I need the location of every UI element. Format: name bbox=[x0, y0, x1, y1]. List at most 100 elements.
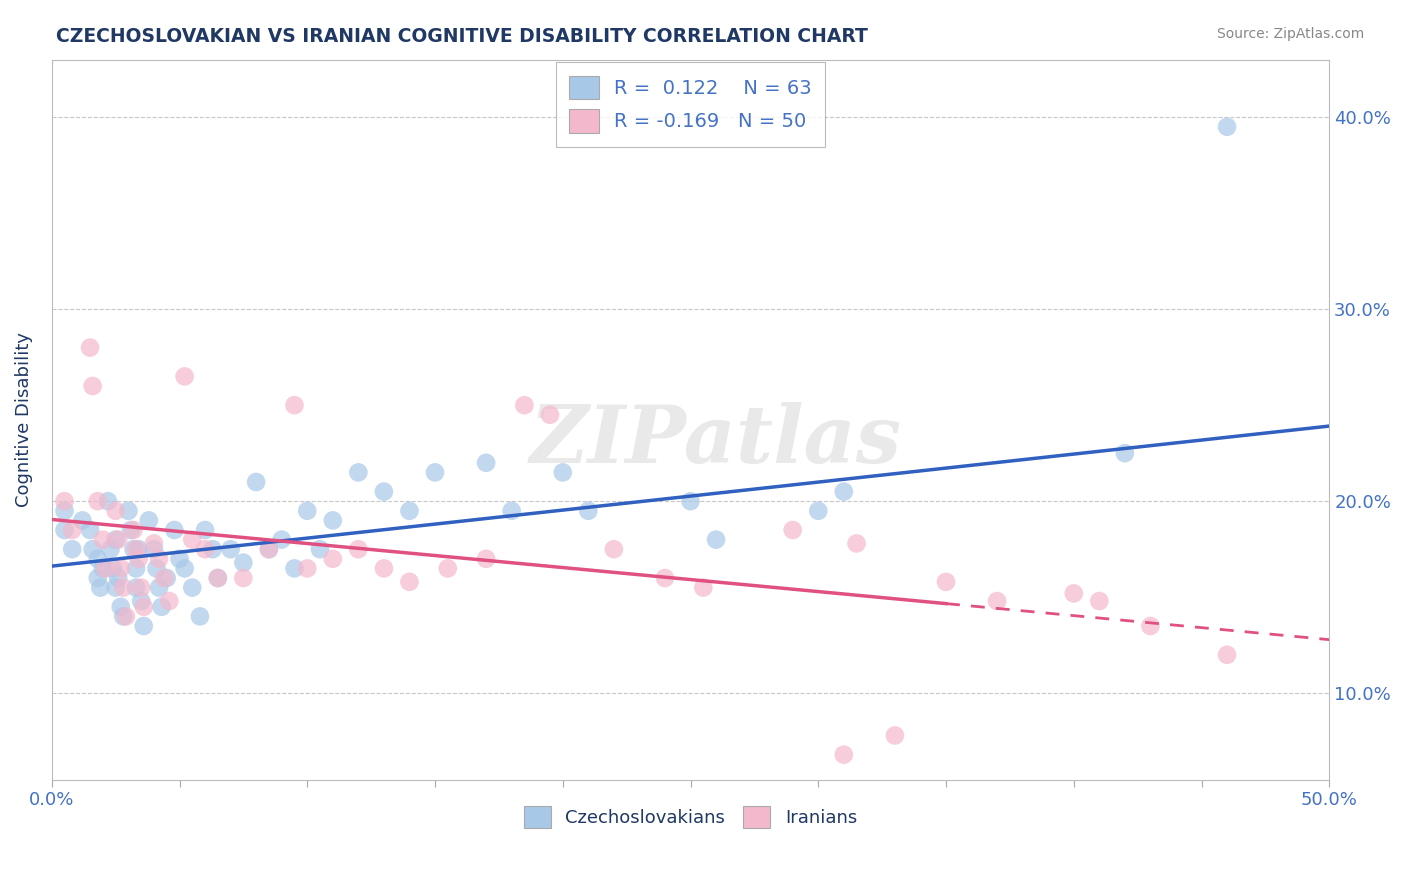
Point bbox=[173, 561, 195, 575]
Point bbox=[100, 542, 122, 557]
Point bbox=[475, 456, 498, 470]
Point bbox=[576, 504, 599, 518]
Point bbox=[538, 408, 561, 422]
Point bbox=[270, 533, 292, 547]
Point bbox=[53, 523, 76, 537]
Point bbox=[122, 523, 145, 537]
Point bbox=[181, 533, 204, 547]
Point bbox=[194, 523, 217, 537]
Point bbox=[807, 504, 830, 518]
Point bbox=[129, 594, 152, 608]
Point bbox=[163, 523, 186, 537]
Point bbox=[207, 571, 229, 585]
Point bbox=[297, 561, 319, 575]
Point bbox=[128, 551, 150, 566]
Point bbox=[309, 542, 332, 557]
Point bbox=[128, 542, 150, 557]
Point bbox=[107, 571, 129, 585]
Point bbox=[145, 561, 167, 575]
Point bbox=[87, 571, 110, 585]
Point bbox=[148, 581, 170, 595]
Point bbox=[104, 533, 127, 547]
Point bbox=[322, 551, 344, 566]
Point bbox=[436, 561, 458, 575]
Point bbox=[91, 533, 114, 547]
Point bbox=[373, 484, 395, 499]
Point bbox=[188, 609, 211, 624]
Point bbox=[1063, 586, 1085, 600]
Point bbox=[347, 542, 370, 557]
Point bbox=[398, 504, 420, 518]
Point bbox=[107, 533, 129, 547]
Point bbox=[845, 536, 868, 550]
Point bbox=[232, 571, 254, 585]
Point bbox=[173, 369, 195, 384]
Point bbox=[603, 542, 626, 557]
Point bbox=[883, 728, 905, 742]
Point bbox=[935, 574, 957, 589]
Point bbox=[257, 542, 280, 557]
Point bbox=[1088, 594, 1111, 608]
Point bbox=[679, 494, 702, 508]
Point bbox=[60, 523, 83, 537]
Point bbox=[53, 494, 76, 508]
Point bbox=[79, 341, 101, 355]
Point bbox=[117, 504, 139, 518]
Point bbox=[373, 561, 395, 575]
Point bbox=[157, 594, 180, 608]
Point bbox=[986, 594, 1008, 608]
Point bbox=[60, 542, 83, 557]
Point bbox=[1216, 648, 1239, 662]
Point bbox=[423, 466, 446, 480]
Point bbox=[704, 533, 727, 547]
Point bbox=[94, 561, 117, 575]
Point bbox=[97, 494, 120, 508]
Point bbox=[87, 494, 110, 508]
Point bbox=[150, 599, 173, 614]
Point bbox=[129, 581, 152, 595]
Point bbox=[148, 551, 170, 566]
Text: ZIPatlas: ZIPatlas bbox=[530, 402, 903, 480]
Point bbox=[692, 581, 714, 595]
Point bbox=[120, 523, 142, 537]
Text: Source: ZipAtlas.com: Source: ZipAtlas.com bbox=[1216, 27, 1364, 41]
Point bbox=[110, 599, 132, 614]
Point bbox=[283, 561, 305, 575]
Point bbox=[297, 504, 319, 518]
Point bbox=[125, 561, 148, 575]
Point bbox=[207, 571, 229, 585]
Point bbox=[122, 542, 145, 557]
Point bbox=[82, 542, 104, 557]
Point bbox=[132, 619, 155, 633]
Point bbox=[104, 504, 127, 518]
Point bbox=[501, 504, 523, 518]
Point bbox=[245, 475, 267, 489]
Point bbox=[201, 542, 224, 557]
Point bbox=[232, 556, 254, 570]
Point bbox=[89, 581, 111, 595]
Point bbox=[181, 581, 204, 595]
Point bbox=[112, 581, 135, 595]
Point bbox=[347, 466, 370, 480]
Point bbox=[82, 379, 104, 393]
Point bbox=[153, 571, 176, 585]
Point bbox=[79, 523, 101, 537]
Point bbox=[475, 551, 498, 566]
Point bbox=[91, 561, 114, 575]
Point bbox=[513, 398, 536, 412]
Point bbox=[832, 747, 855, 762]
Point bbox=[104, 581, 127, 595]
Point bbox=[138, 513, 160, 527]
Point bbox=[257, 542, 280, 557]
Text: CZECHOSLOVAKIAN VS IRANIAN COGNITIVE DISABILITY CORRELATION CHART: CZECHOSLOVAKIAN VS IRANIAN COGNITIVE DIS… bbox=[56, 27, 868, 45]
Point bbox=[654, 571, 676, 585]
Y-axis label: Cognitive Disability: Cognitive Disability bbox=[15, 332, 32, 508]
Point bbox=[142, 542, 165, 557]
Legend: Czechoslovakians, Iranians: Czechoslovakians, Iranians bbox=[516, 799, 865, 836]
Point bbox=[194, 542, 217, 557]
Point bbox=[1216, 120, 1239, 134]
Point bbox=[219, 542, 242, 557]
Point bbox=[551, 466, 574, 480]
Point bbox=[72, 513, 94, 527]
Point bbox=[101, 561, 124, 575]
